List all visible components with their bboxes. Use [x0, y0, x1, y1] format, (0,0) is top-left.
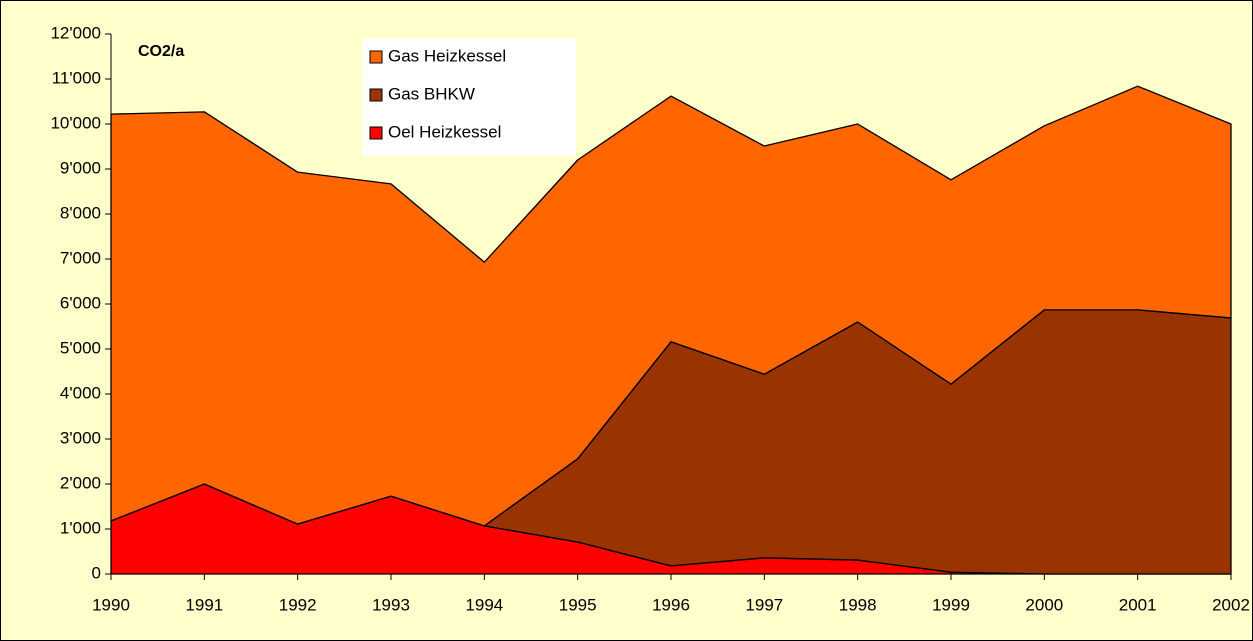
legend-swatch — [369, 88, 383, 102]
legend-label: Oel Heizkessel — [388, 122, 501, 141]
x-tick-label: 2001 — [1119, 595, 1157, 614]
x-tick-label: 1996 — [652, 595, 690, 614]
y-tick-label: 2'000 — [60, 473, 101, 492]
x-tick-label: 1993 — [372, 595, 410, 614]
x-tick-label: 2000 — [1025, 595, 1063, 614]
legend-swatch — [369, 50, 383, 64]
y-tick-label: 9'000 — [60, 158, 101, 177]
legend-label: Gas Heizkessel — [388, 46, 506, 65]
x-tick-label: 1998 — [839, 595, 877, 614]
x-tick-label: 1999 — [932, 595, 970, 614]
y-tick-label: 6'000 — [60, 293, 101, 312]
legend-label: Gas BHKW — [388, 84, 475, 103]
y-tick-label: 4'000 — [60, 383, 101, 402]
x-tick-label: 1995 — [559, 595, 597, 614]
x-tick-label: 1992 — [279, 595, 317, 614]
y-tick-label: 12'000 — [50, 23, 101, 42]
y-tick-label: 7'000 — [60, 248, 101, 267]
area — [110, 85, 1232, 527]
y-tick-label: 3'000 — [60, 428, 101, 447]
x-tick-label: 1994 — [465, 595, 503, 614]
legend: Gas Heizkessel Gas BHKW Oel Heizkessel — [362, 38, 576, 156]
legend-swatch — [369, 126, 383, 140]
plot-area — [110, 85, 1232, 575]
x-tick-label: 1990 — [92, 595, 130, 614]
y-tick-label: 11'000 — [52, 68, 101, 87]
chart-title: CO2/a — [138, 43, 184, 60]
x-tick-label: 2002 — [1212, 595, 1250, 614]
y-tick-label: 0 — [92, 563, 101, 582]
y-tick-label: 10'000 — [50, 113, 101, 132]
y-tick-label: 5'000 — [60, 338, 101, 357]
legend-box — [362, 38, 576, 156]
y-tick-label: 1'000 — [60, 518, 101, 537]
y-tick-label: 8'000 — [60, 203, 101, 222]
x-tick-label: 1991 — [185, 595, 223, 614]
x-tick-label: 1997 — [745, 595, 783, 614]
